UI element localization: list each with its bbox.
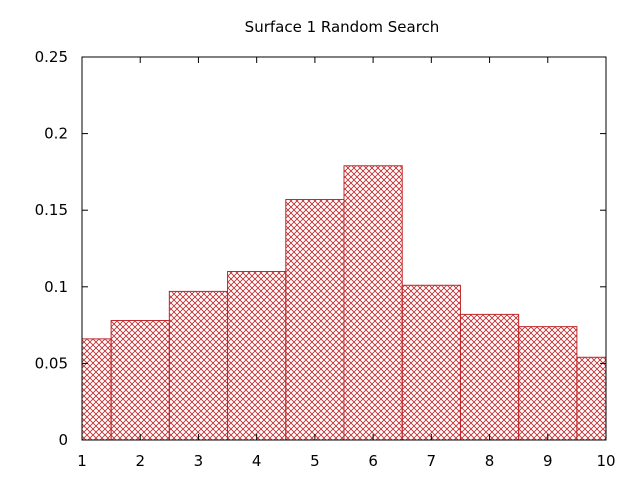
x-tick-label: 7 — [427, 452, 437, 470]
y-tick-label: 0.25 — [35, 48, 68, 66]
chart-title: Surface 1 Random Search — [245, 18, 440, 36]
y-tick-label: 0.1 — [44, 278, 68, 296]
bar-10 — [576, 356, 607, 441]
x-tick-label: 6 — [368, 452, 378, 470]
plot-frame — [81, 56, 607, 441]
x-tick-label: 9 — [543, 452, 553, 470]
x-tick-label: 3 — [194, 452, 204, 470]
x-tick-labels: 1 2 3 4 5 6 7 8 9 10 — [77, 452, 615, 470]
bar-2 — [110, 320, 170, 441]
y-tick-label: 0.2 — [44, 125, 68, 143]
x-tick-label: 10 — [596, 452, 615, 470]
bar-6 — [343, 165, 403, 441]
x-tick-label: 2 — [135, 452, 145, 470]
bar-3 — [168, 290, 229, 441]
x-tick-label: 5 — [310, 452, 320, 470]
bar-5 — [285, 198, 345, 441]
bar-1 — [81, 338, 112, 441]
y-tick-label: 0.05 — [35, 354, 68, 372]
y-tick-label: 0 — [58, 431, 68, 449]
bar-7 — [401, 284, 461, 441]
y-tick-label: 0.15 — [35, 201, 68, 219]
x-tick-label: 1 — [77, 452, 87, 470]
x-tick-label: 4 — [252, 452, 262, 470]
bars — [81, 165, 607, 441]
x-tick-label: 8 — [485, 452, 495, 470]
bar-8 — [459, 313, 520, 441]
bar-9 — [518, 326, 578, 441]
y-tick-labels: 0 0.05 0.1 0.15 0.2 0.25 — [35, 48, 68, 449]
bar-4 — [227, 270, 287, 441]
